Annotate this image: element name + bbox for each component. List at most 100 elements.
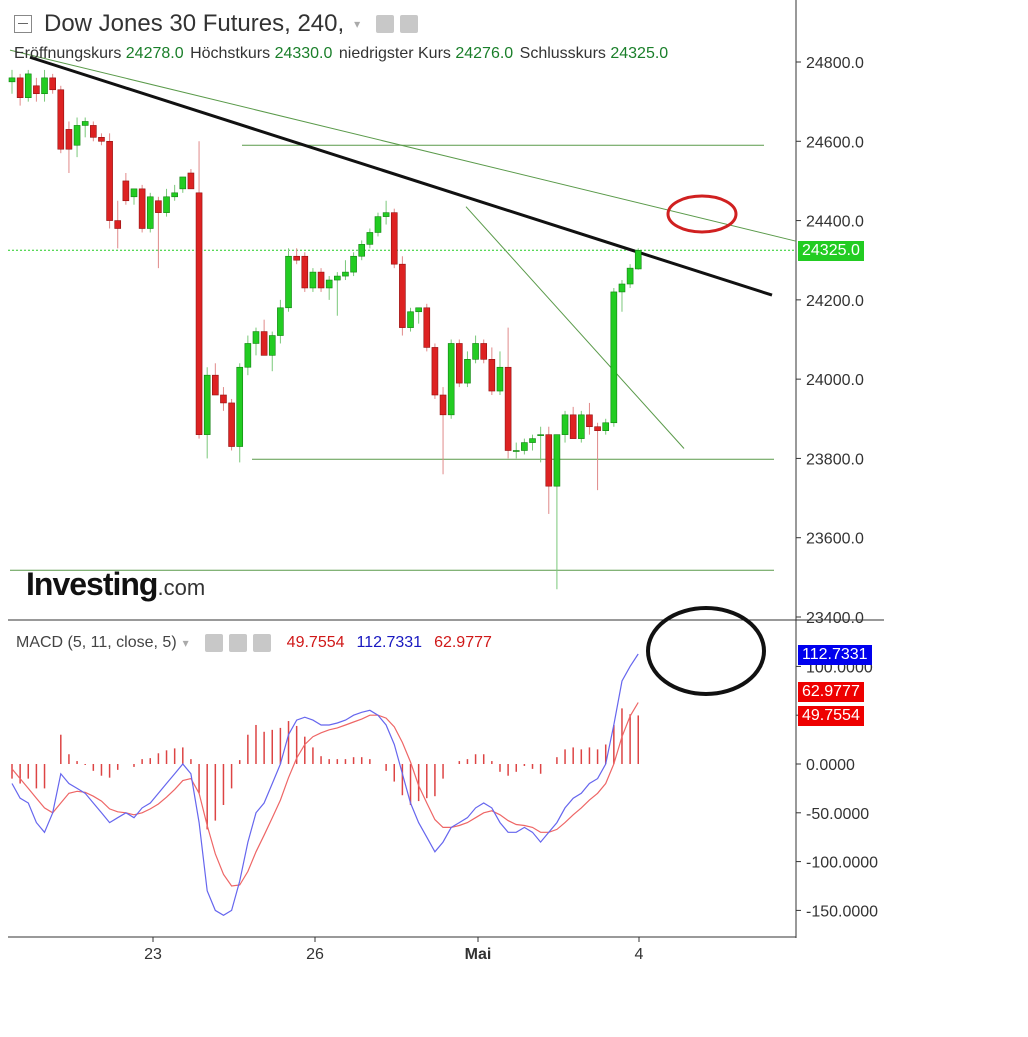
price-tick-label: 24000.0	[806, 372, 864, 389]
collapse-icon[interactable]	[14, 15, 32, 33]
candle-body	[16, 77, 24, 98]
candle-body	[114, 220, 122, 229]
candle-body	[325, 279, 333, 289]
candle-body	[634, 250, 642, 270]
candle-body	[399, 263, 406, 328]
macd-label: MACD (5, 11, close, 5)	[16, 634, 177, 651]
eye-icon[interactable]	[204, 634, 223, 652]
candle-body	[447, 343, 455, 416]
candle-body	[415, 307, 422, 313]
candle-body	[244, 343, 252, 368]
candle-body	[537, 434, 544, 436]
candle-body	[569, 414, 577, 439]
macd-badge: 112.7331	[798, 645, 872, 665]
candle-body	[155, 200, 162, 213]
macd-hist-value: 49.7554	[286, 634, 345, 651]
hist-badge: 49.7554	[798, 706, 864, 726]
candle-body	[212, 374, 219, 396]
eye-icon[interactable]	[376, 15, 395, 33]
upper-trend-line	[9, 49, 797, 242]
candle-body	[195, 192, 203, 435]
price-tick-label: 24800.0	[806, 55, 864, 72]
candle-body	[407, 311, 414, 328]
candle-body	[187, 172, 195, 190]
open-label: Eröffnungskurs	[14, 45, 122, 62]
candle-body	[317, 271, 325, 289]
price-tick-label: 24200.0	[806, 293, 864, 310]
candle-body	[252, 331, 260, 344]
close-value: 24325.0	[610, 45, 669, 62]
candle-body	[301, 255, 309, 289]
candle-body	[236, 366, 244, 447]
candle-body	[431, 347, 439, 396]
candle-body	[342, 271, 349, 277]
candle-body	[472, 343, 479, 360]
open-value: 24278.0	[125, 45, 184, 62]
candle-body	[220, 394, 227, 404]
macd-tick-label: 0.0000	[806, 757, 855, 774]
candle-body	[610, 291, 618, 424]
time-tick-label: 23	[144, 946, 162, 963]
time-tick-label: 4	[635, 946, 644, 963]
candle-body	[57, 89, 65, 150]
close-icon[interactable]	[252, 634, 271, 652]
candle-body	[553, 434, 561, 487]
macd-tick-label: -150.0000	[806, 903, 878, 920]
candle-body	[529, 438, 536, 443]
candle-body	[49, 77, 56, 91]
candle-body	[163, 196, 170, 213]
chevron-down-icon[interactable]: ▾	[354, 17, 361, 31]
candle-body	[456, 343, 463, 384]
candle-body	[73, 125, 81, 146]
instrument-title: Dow Jones 30 Futures, 240,	[44, 10, 345, 37]
candle-body	[98, 137, 105, 142]
candle-body	[8, 77, 16, 83]
chart-header: Dow Jones 30 Futures, 240, ▾	[14, 8, 419, 40]
candle-body	[41, 77, 48, 95]
candle-body	[423, 307, 431, 348]
candle-body	[521, 442, 528, 451]
high-label: Höchstkurs	[190, 45, 271, 62]
candle-body	[366, 232, 374, 245]
macd-header: MACD (5, 11, close, 5) ▾ 49.7554 112.733…	[16, 634, 492, 652]
chevron-down-icon[interactable]: ▾	[182, 636, 189, 650]
candle-body	[65, 129, 73, 150]
low-label: niedrigster Kurs	[338, 45, 451, 62]
candle-body	[602, 422, 610, 431]
signal-line	[11, 702, 639, 887]
logo-brand: Investing	[26, 566, 158, 602]
candle-body	[512, 450, 520, 452]
signal-badge: 62.9777	[798, 682, 864, 702]
candle-body	[382, 212, 390, 217]
candle-body	[578, 414, 585, 439]
price-tick-label: 23800.0	[806, 451, 864, 468]
candle-body	[594, 426, 601, 431]
price-tick-label: 24600.0	[806, 134, 864, 151]
candle-body	[586, 414, 593, 428]
candle-body	[106, 140, 113, 221]
macd-tick-label: -100.0000	[806, 855, 878, 872]
macd-line-value: 112.7331	[356, 634, 423, 651]
candle-body	[146, 196, 154, 229]
candle-body	[626, 267, 634, 285]
gear-icon[interactable]	[228, 634, 247, 652]
candle-body	[33, 85, 40, 95]
candle-body	[179, 176, 187, 190]
macd-line	[11, 653, 639, 917]
candle-body	[228, 402, 235, 447]
candle-body	[260, 331, 268, 356]
investing-logo: Investing.com	[26, 566, 205, 603]
gear-icon[interactable]	[400, 15, 419, 33]
price-tick-label: 23600.0	[806, 531, 864, 548]
candle-body	[439, 394, 447, 416]
candle-body	[130, 188, 138, 198]
candle-body	[90, 125, 97, 138]
logo-suffix: .com	[157, 575, 206, 600]
candle-body	[496, 366, 504, 392]
candle-body	[171, 192, 178, 198]
main-trend-line	[29, 55, 773, 297]
candle-body	[545, 434, 553, 487]
candle-body	[374, 216, 382, 233]
